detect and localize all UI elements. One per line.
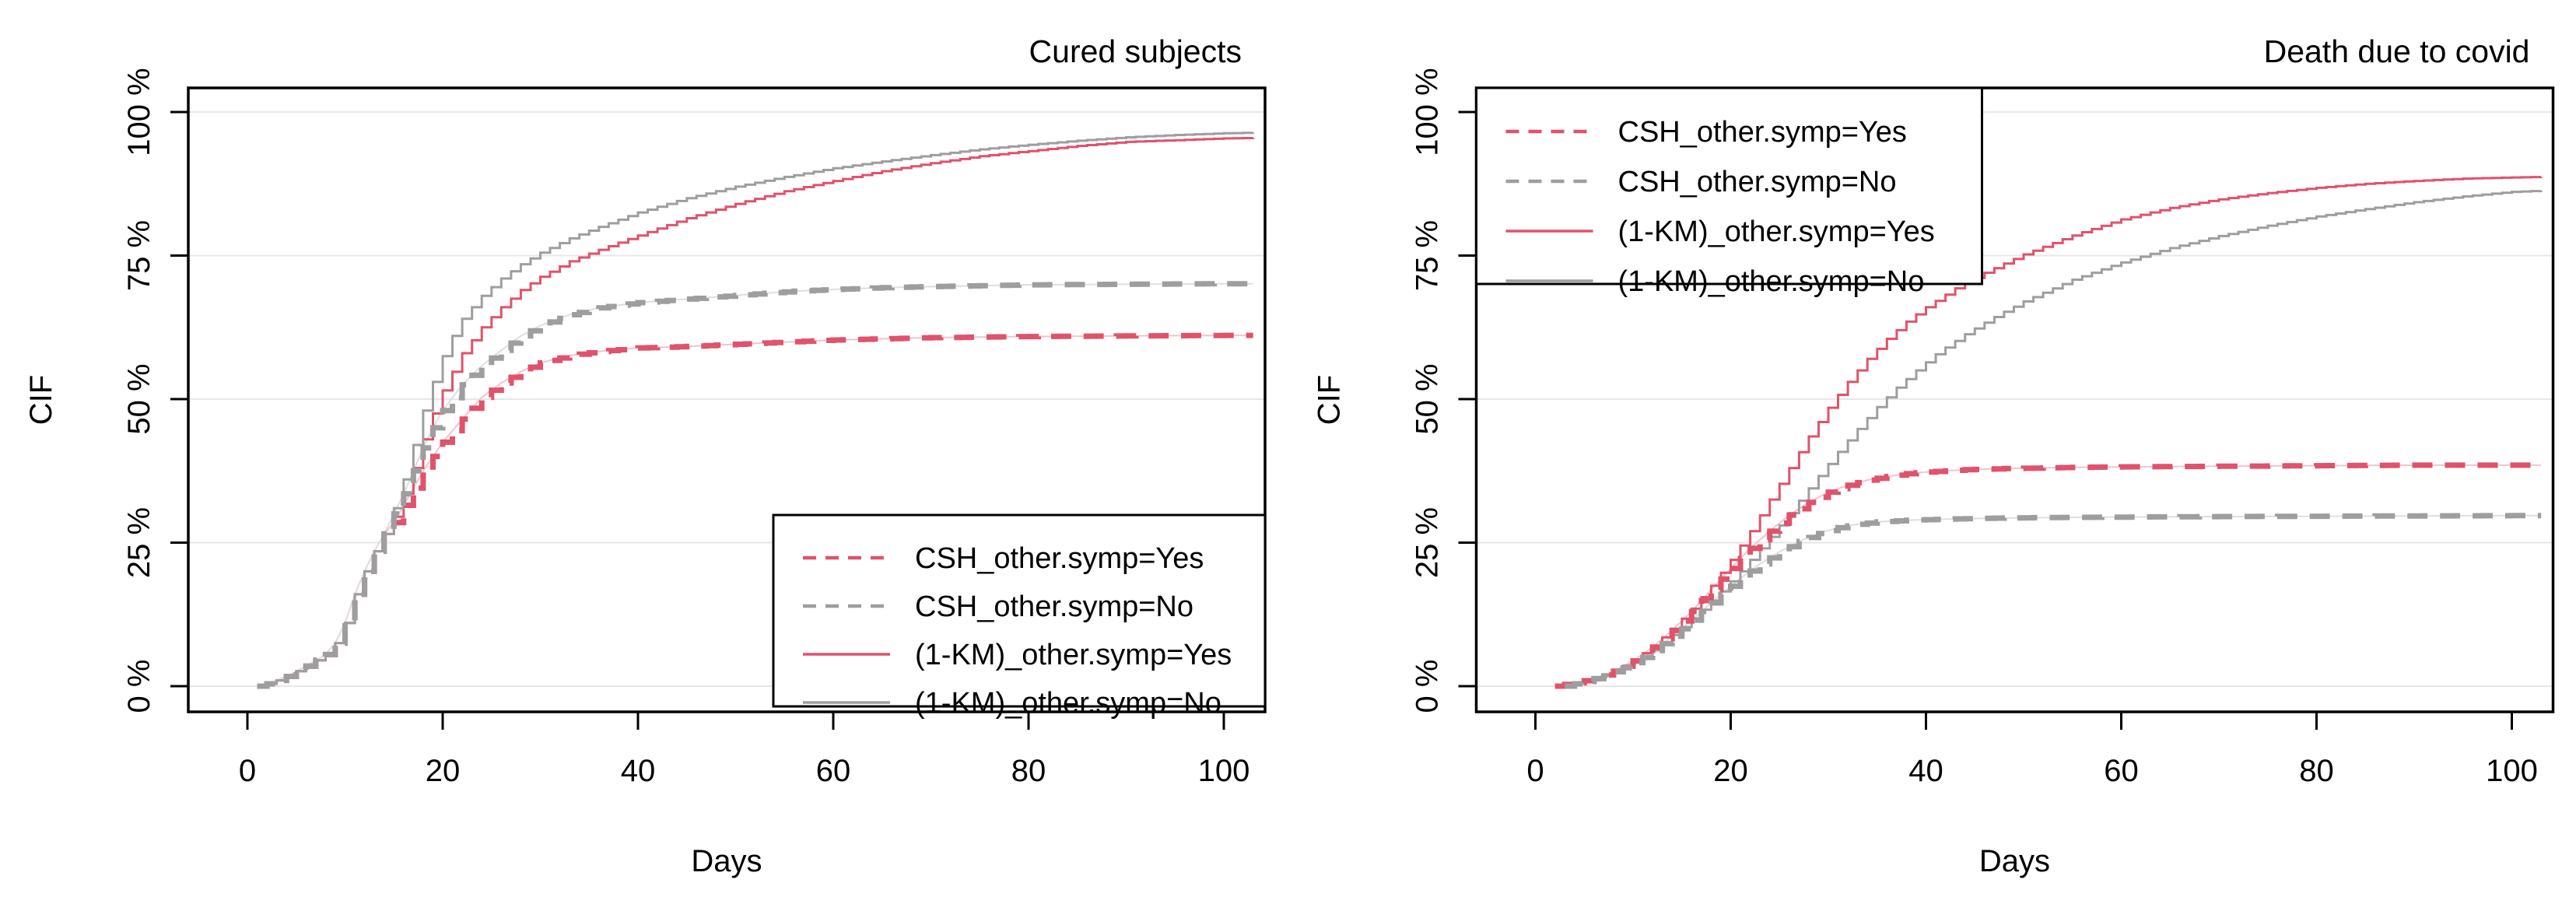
curve-CSH_other.symp=No — [257, 281, 1253, 689]
x-axis-label: Days — [691, 844, 762, 878]
legend-layer: CSH_other.symp=Yes CSH_other.symp=No (1-KM… — [1475, 86, 1983, 298]
curve-CSH_other.symp=No — [1565, 513, 2542, 689]
panel-title: Death due to covid — [2264, 33, 2530, 69]
legend-entry-label: CSH_other.symp=Yes — [915, 542, 1204, 575]
legend-box — [772, 513, 1267, 708]
x-tick-label: 80 — [1011, 754, 1046, 788]
y-tick-label: 0 % — [122, 660, 156, 713]
panel-title: Cured subjects — [1029, 33, 1242, 69]
y-tick-label: 100 % — [1411, 68, 1445, 156]
y-tick-label: 75 % — [122, 220, 156, 291]
panel-cured-subjects: 0 20 40 60 80 100 0 % 25 % 50 % 75 % 100 % CSH_oth… — [24, 33, 1267, 878]
curves-layer — [1554, 176, 2543, 689]
legend-entry-label: (1-KM)_other.symp=Yes — [1618, 215, 1935, 248]
x-axis-label: Days — [1979, 844, 2050, 878]
x-tick-label: 20 — [1713, 754, 1748, 788]
y-axis-label: CIF — [1313, 375, 1347, 425]
curve-CSH_other.symp=Yes — [257, 332, 1253, 689]
y-axis-label: CIF — [24, 375, 58, 425]
x-tick-label: 20 — [426, 754, 461, 788]
y-tick-label: 25 % — [122, 507, 156, 578]
x-tick-label: 40 — [1908, 754, 1943, 788]
y-tick-label: 100 % — [122, 68, 156, 156]
y-tick-label: 50 % — [122, 363, 156, 434]
x-tick-label: 60 — [2104, 754, 2139, 788]
y-tick-label: 25 % — [1411, 507, 1445, 578]
x-tick-label: 0 — [1526, 754, 1544, 788]
x-tick-label: 40 — [621, 754, 656, 788]
ticks-layer: 0 20 40 60 80 100 0 % 25 % 50 % 75 % 100 % — [122, 68, 1249, 788]
curve-CSH_other.symp=Yes — [1554, 462, 2542, 689]
y-tick-label: 50 % — [1411, 363, 1445, 434]
legend-entry-label: (1-KM)_other.symp=No — [915, 687, 1221, 720]
x-tick-label: 0 — [239, 754, 256, 788]
legend-entry-label: CSH_other.symp=No — [915, 590, 1193, 623]
legend-entry-label: CSH_other.symp=No — [1618, 166, 1897, 198]
x-tick-label: 100 — [2486, 754, 2538, 788]
panel-death-due-to-covid: 0 20 40 60 80 100 0 % 25 % 50 % 75 % 100 % CSH_oth… — [1313, 33, 2555, 878]
legend-entry-label: (1-KM)_other.symp=No — [1618, 265, 1925, 298]
legend-layer: CSH_other.symp=Yes CSH_other.symp=No (1-KM… — [772, 513, 1267, 720]
x-tick-label: 100 — [1198, 754, 1250, 788]
x-tick-label: 60 — [816, 754, 851, 788]
legend-entry-label: (1-KM)_other.symp=Yes — [915, 639, 1232, 671]
curve-(1-KM)_other.symp=No — [257, 131, 1255, 688]
curves-layer — [257, 131, 1255, 689]
x-tick-label: 80 — [2299, 754, 2334, 788]
y-tick-label: 0 % — [1411, 660, 1445, 713]
y-tick-label: 75 % — [1411, 220, 1445, 291]
ticks-layer: 0 20 40 60 80 100 0 % 25 % 50 % 75 % 100 % — [1411, 68, 2538, 788]
legend-box — [1475, 86, 1983, 286]
legend-entry-label: CSH_other.symp=Yes — [1618, 116, 1907, 149]
curve-underlay — [1554, 464, 2542, 687]
